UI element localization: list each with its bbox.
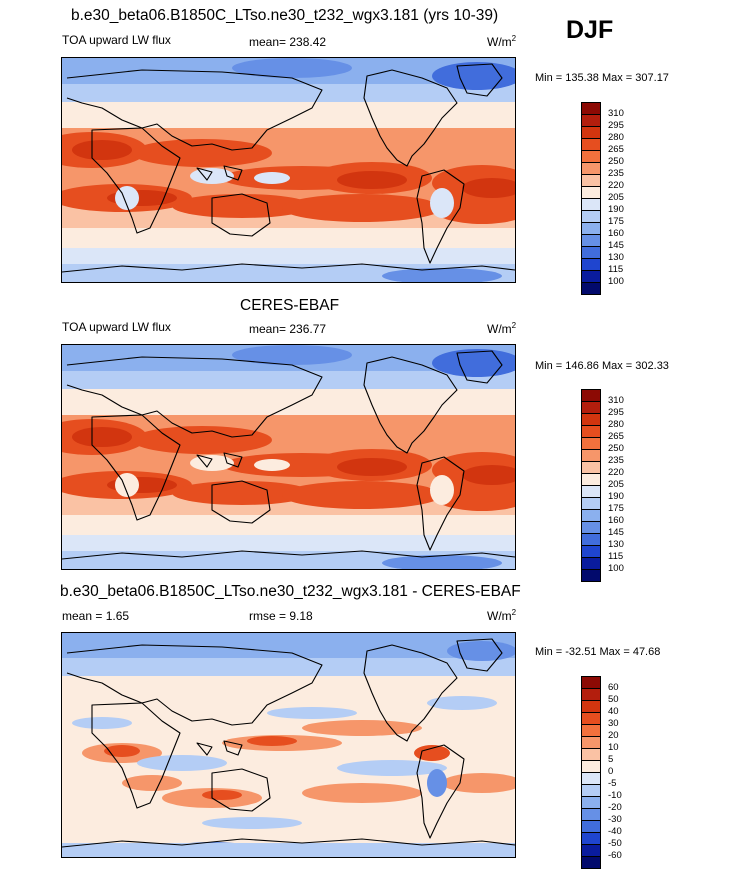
colorbar-level-label: 40 <box>608 706 619 717</box>
colorbar-level-label: -50 <box>608 838 622 849</box>
colorbar-level-label: 175 <box>608 216 624 227</box>
colorbar-swatch <box>581 282 601 295</box>
colorbar-level-label: 280 <box>608 132 624 143</box>
panel-2-map <box>61 344 516 570</box>
panel-3-rmse: rmse = 9.18 <box>249 609 313 623</box>
panel-1-field <box>62 58 515 282</box>
colorbar-level-label: 310 <box>608 108 624 119</box>
colorbar-level-label: 175 <box>608 503 624 514</box>
colorbar-level-label: 160 <box>608 515 624 526</box>
panel-2-title: CERES-EBAF <box>240 297 340 314</box>
colorbar-level-label: 130 <box>608 252 624 263</box>
colorbar-level-label: 265 <box>608 144 624 155</box>
colorbar-level-label: 295 <box>608 407 624 418</box>
colorbar-level-label: 190 <box>608 204 624 215</box>
colorbar-level-label: 130 <box>608 539 624 550</box>
panel-2-units: W/m2 <box>487 321 517 336</box>
colorbar-level-label: -40 <box>608 826 622 837</box>
colorbar-level-label: 115 <box>608 551 624 562</box>
colorbar-level-label: 205 <box>608 192 624 203</box>
panel-1-minmax: Min = 135.38 Max = 307.17 <box>535 72 669 84</box>
colorbar-level-label: 20 <box>608 730 619 741</box>
colorbar-level-label: 145 <box>608 240 624 251</box>
colorbar-level-label: 115 <box>608 264 624 275</box>
colorbar-level-label: 280 <box>608 419 624 430</box>
season-label: DJF <box>566 16 614 44</box>
colorbar-level-label: 100 <box>608 276 624 287</box>
colorbar-level-label: 0 <box>608 766 614 777</box>
panel-3-map <box>61 632 516 858</box>
colorbar-level-label: 205 <box>608 479 624 490</box>
colorbar-level-label: -20 <box>608 802 622 813</box>
colorbar-level-label: 10 <box>608 742 619 753</box>
colorbar-level-label: 5 <box>608 754 614 765</box>
panel-3-title: b.e30_beta06.B1850C_LTso.ne30_t232_wgx3.… <box>60 583 521 600</box>
colorbar-swatch <box>581 569 601 582</box>
colorbar-level-label: -5 <box>608 778 617 789</box>
colorbar-level-label: 310 <box>608 395 624 406</box>
panel-2-mean: mean= 236.77 <box>249 322 327 336</box>
colorbar-level-label: 220 <box>608 180 624 191</box>
colorbar-level-label: 235 <box>608 168 624 179</box>
colorbar-level-label: 295 <box>608 120 624 131</box>
panel-1-title: b.e30_beta06.B1850C_LTso.ne30_t232_wgx3.… <box>71 7 499 24</box>
colorbar-level-label: 250 <box>608 443 624 454</box>
colorbar-level-label: -10 <box>608 790 622 801</box>
panel-2-variable: TOA upward LW flux <box>62 320 171 334</box>
colorbar-swatch <box>581 856 601 869</box>
colorbar-level-label: 250 <box>608 156 624 167</box>
colorbar-level-label: 60 <box>608 682 619 693</box>
colorbar-level-label: 265 <box>608 431 624 442</box>
colorbar-level-label: 100 <box>608 563 624 574</box>
panel-2-field <box>62 345 515 569</box>
panel-1-variable: TOA upward LW flux <box>62 33 171 47</box>
panel-3-mean: mean = 1.65 <box>62 609 130 623</box>
panel-3-minmax: Min = -32.51 Max = 47.68 <box>535 646 661 658</box>
colorbar-level-label: 235 <box>608 455 624 466</box>
colorbar-level-label: 160 <box>608 228 624 239</box>
panel-3-field <box>62 633 515 857</box>
panel-1-mean: mean= 238.42 <box>249 35 327 49</box>
panel-3-units: W/m2 <box>487 608 517 623</box>
panel-2-minmax: Min = 146.86 Max = 302.33 <box>535 360 669 372</box>
colorbar-level-label: 220 <box>608 467 624 478</box>
colorbar-level-label: 50 <box>608 694 619 705</box>
panel-1-units: W/m2 <box>487 34 517 49</box>
colorbar-level-label: 145 <box>608 527 624 538</box>
colorbar-level-label: 190 <box>608 491 624 502</box>
panel-1-map <box>61 57 516 283</box>
colorbar-level-label: 30 <box>608 718 619 729</box>
colorbar-level-label: -30 <box>608 814 622 825</box>
colorbar-level-label: -60 <box>608 850 622 861</box>
